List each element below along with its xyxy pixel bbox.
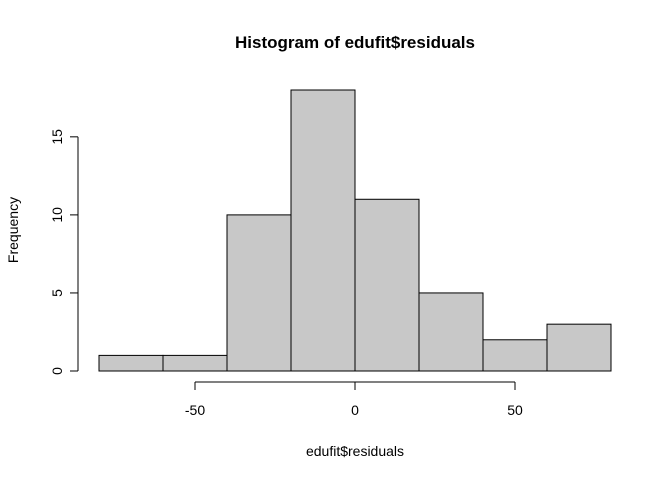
histogram-bar-3 [226, 214, 292, 372]
y-axis-label: Frequency [5, 197, 21, 263]
histogram-bar-7 [482, 339, 548, 372]
histogram-bar-4 [290, 89, 356, 372]
chart-title: Histogram of edufit$residuals [235, 33, 475, 52]
histogram-bar-1 [98, 354, 164, 372]
bars-group [98, 89, 612, 372]
x-tick-label: -50 [185, 402, 205, 418]
x-tick-label: 0 [351, 402, 359, 418]
x-tick-label: 50 [507, 402, 523, 418]
y-tick-label: 10 [49, 207, 65, 223]
y-tick-label: 5 [49, 289, 65, 297]
histogram-bar-2 [162, 354, 228, 372]
y-axis: 0 5 10 15 [49, 129, 79, 375]
y-tick-label: 15 [49, 129, 65, 145]
histogram-bar-8 [546, 323, 612, 372]
x-axis-label: edufit$residuals [306, 443, 404, 459]
x-axis: -50 0 50 [185, 381, 523, 418]
histogram-bar-5 [354, 198, 420, 372]
histogram-bar-6 [418, 292, 484, 372]
y-tick-label: 0 [49, 367, 65, 375]
